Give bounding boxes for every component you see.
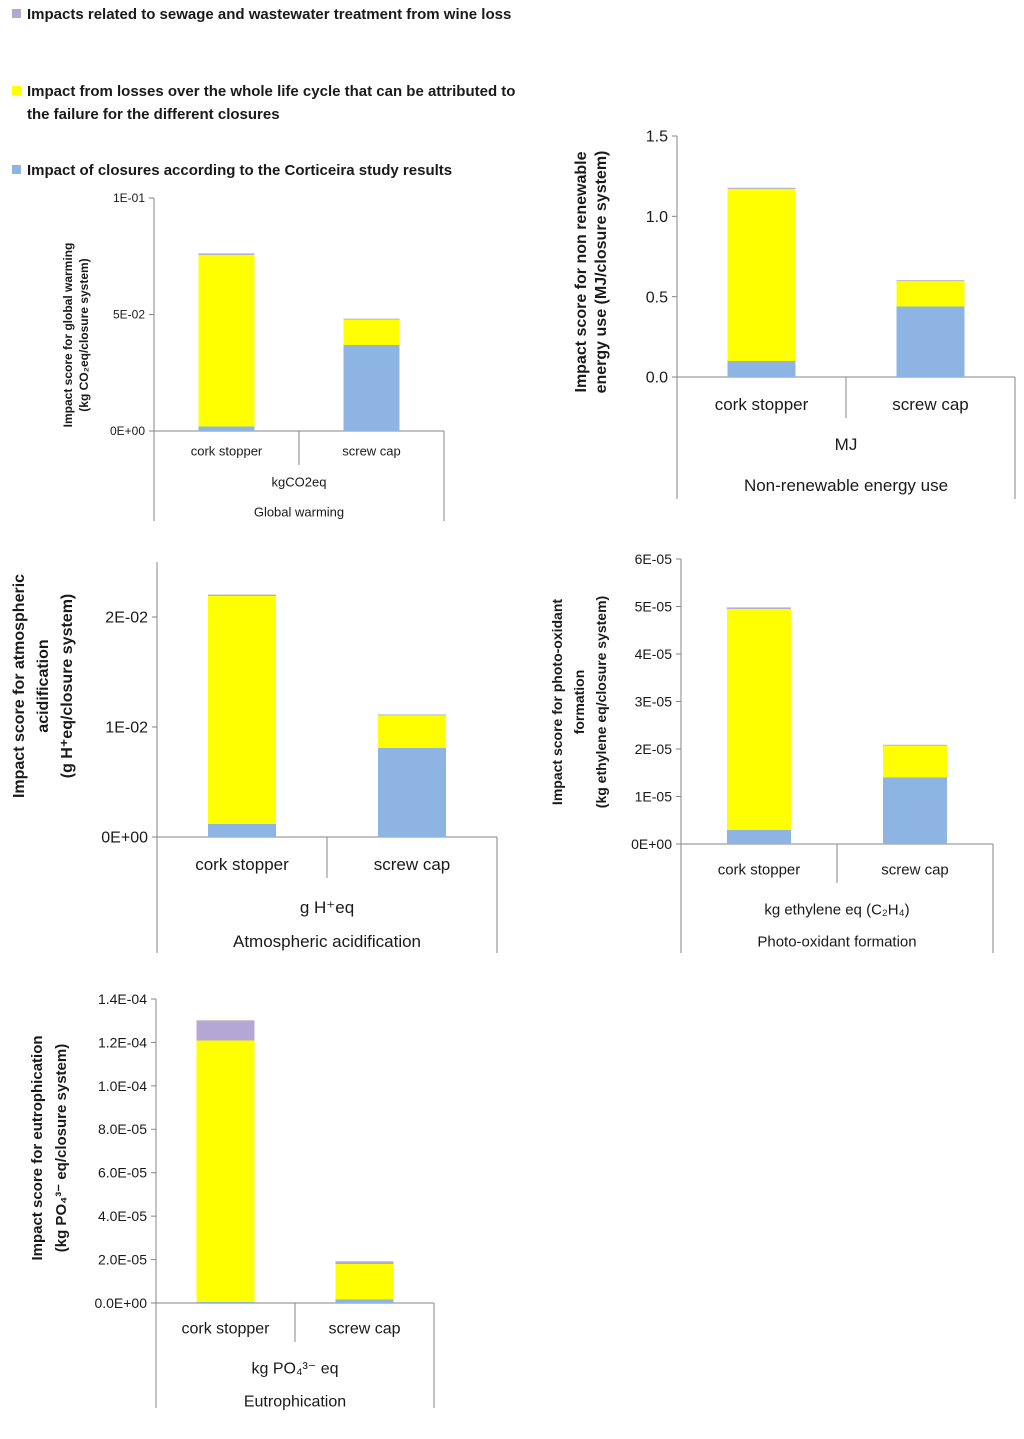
eutrophication-y-tick-label: 2.0E-05	[98, 1251, 147, 1267]
atmospheric-acidification-bar-cork-losses	[208, 596, 276, 824]
atmospheric-acidification-category-label: cork stopper	[195, 855, 289, 874]
atmospheric-acidification-y-label-line: (g H⁺eq/closure system)	[59, 594, 76, 779]
photo-oxidant-formation-y-tick-label: 1E-05	[635, 788, 673, 804]
eutrophication-y-tick-label: 8.0E-05	[98, 1121, 147, 1137]
photo-oxidant-formation-category-label: cork stopper	[718, 861, 801, 878]
photo-oxidant-formation-y-tick-label: 2E-05	[635, 741, 673, 757]
legend-swatch-losses	[12, 86, 21, 95]
legend-label-losses: Impact from losses over the whole life c…	[27, 83, 516, 123]
non-renewable-energy-y-tick-label: 0.5	[646, 289, 668, 306]
legend-swatch-sewage	[12, 9, 21, 18]
eutrophication-y-tick-label: 1.4E-04	[98, 991, 147, 1007]
photo-oxidant-formation-y-tick-label: 4E-05	[635, 646, 673, 662]
photo-oxidant-formation-y-tick-label: 6E-05	[635, 551, 673, 567]
non-renewable-energy-title: Non-renewable energy use	[744, 476, 948, 495]
photo-oxidant-formation-category-label: screw cap	[881, 861, 949, 878]
atmospheric-acidification-y-tick-label: 0E+00	[101, 830, 148, 847]
global-warming-title: Global warming	[254, 505, 344, 520]
photo-oxidant-formation-bar-cork-closures	[727, 829, 791, 844]
eutrophication-bar-screw-closures	[335, 1299, 394, 1303]
global-warming-category-label: cork stopper	[191, 444, 263, 459]
global-warming-y-tick-label: 1E-01	[113, 191, 145, 205]
global-warming-bar-screw-closures	[343, 344, 400, 431]
eutrophication-bar-cork-sewage	[196, 1020, 255, 1041]
atmospheric-acidification-bar-screw-losses	[378, 714, 446, 748]
eutrophication-y-label-line: Impact score for eutrophication	[29, 1035, 46, 1260]
atmospheric-acidification-bar-cork-sewage	[208, 595, 276, 597]
photo-oxidant-formation-unit-label: kg ethylene eq (C₂H₄)	[764, 901, 909, 918]
legend-swatch-closures	[12, 165, 21, 174]
global-warming-bar-cork-closures	[198, 426, 255, 431]
eutrophication-category-label: cork stopper	[181, 1321, 270, 1338]
eutrophication-y-tick-label: 0.0E+00	[94, 1295, 147, 1311]
eutrophication-y-label-line: (kg PO₄³⁻ eq/closure system)	[53, 1044, 70, 1252]
non-renewable-energy-bar-cork-losses	[727, 189, 796, 361]
atmospheric-acidification-unit-label: g H⁺eq	[300, 898, 354, 917]
atmospheric-acidification-bar-cork-closures	[208, 823, 276, 837]
non-renewable-energy-y-label-line: energy use (MJ/closure system)	[593, 151, 610, 394]
eutrophication-y-tick-label: 6.0E-05	[98, 1165, 147, 1181]
photo-oxidant-formation-bar-cork-losses	[727, 608, 791, 830]
non-renewable-energy-y-label-line: Impact score for non renewable	[573, 151, 590, 392]
legend-label-sewage: Impacts related to sewage and wastewater…	[27, 6, 512, 23]
eutrophication-unit-label: kg PO₄³⁻ eq	[251, 1361, 338, 1378]
global-warming-y-tick-label: 0E+00	[110, 424, 145, 438]
non-renewable-energy-unit-label: MJ	[835, 435, 858, 454]
atmospheric-acidification-category-label: screw cap	[374, 855, 451, 874]
atmospheric-acidification-y-label-line: Impact score for atmospheric	[11, 574, 28, 798]
legend-item-closures: Impact of closures according to the Cort…	[12, 159, 537, 182]
photo-oxidant-formation-y-label-line: formation	[571, 670, 587, 735]
legend-item-sewage: Impacts related to sewage and wastewater…	[12, 3, 537, 26]
photo-oxidant-formation-y-label-line: (kg ethylene eq/closure system)	[593, 596, 609, 808]
global-warming-unit-label: kgCO2eq	[272, 475, 327, 490]
global-warming-y-label-line: Impact score for global warming	[61, 243, 75, 428]
photo-oxidant-formation-bar-screw-losses	[883, 745, 947, 778]
non-renewable-energy-bar-screw-losses	[896, 280, 965, 307]
eutrophication-bar-screw-sewage	[335, 1261, 394, 1264]
atmospheric-acidification-title: Atmospheric acidification	[233, 932, 421, 951]
global-warming-y-tick-label: 5E-02	[113, 308, 145, 322]
atmospheric-acidification-y-tick-label: 2E-02	[105, 610, 148, 627]
eutrophication-bar-screw-losses	[335, 1263, 394, 1300]
eutrophication-title: Eutrophication	[244, 1394, 346, 1411]
non-renewable-energy-bar-cork-closures	[727, 360, 796, 377]
global-warming-y-label-line: (kg CO₂eq/closure system)	[77, 258, 91, 411]
global-warming-category-label: screw cap	[342, 444, 401, 459]
non-renewable-energy-y-tick-label: 1.0	[646, 209, 668, 226]
eutrophication-bar-cork-closures	[196, 1301, 255, 1303]
photo-oxidant-formation-y-tick-label: 3E-05	[635, 693, 673, 709]
eutrophication-y-tick-label: 1.0E-04	[98, 1078, 147, 1094]
global-warming-bar-cork-sewage	[198, 253, 255, 256]
atmospheric-acidification-y-label-line: acidification	[35, 639, 52, 732]
atmospheric-acidification-y-tick-label: 1E-02	[105, 720, 148, 737]
eutrophication-y-tick-label: 4.0E-05	[98, 1208, 147, 1224]
photo-oxidant-formation-title: Photo-oxidant formation	[757, 933, 916, 950]
non-renewable-energy-y-tick-label: 0.0	[646, 370, 668, 387]
eutrophication-bar-cork-losses	[196, 1040, 255, 1302]
non-renewable-energy-bar-screw-closures	[896, 306, 965, 377]
photo-oxidant-formation-y-label-line: Impact score for photo-oxidant	[549, 599, 565, 805]
global-warming-bar-cork-losses	[198, 255, 255, 427]
global-warming-bar-screw-losses	[343, 319, 400, 345]
non-renewable-energy-y-tick-label: 1.5	[646, 129, 668, 146]
photo-oxidant-formation-y-tick-label: 0E+00	[631, 836, 672, 852]
eutrophication-y-tick-label: 1.2E-04	[98, 1034, 147, 1050]
legend-label-closures: Impact of closures according to the Cort…	[27, 162, 453, 179]
photo-oxidant-formation-y-tick-label: 5E-05	[635, 598, 673, 614]
non-renewable-energy-category-label: cork stopper	[715, 395, 809, 414]
legend-item-losses: Impact from losses over the whole life c…	[12, 80, 537, 126]
eutrophication-category-label: screw cap	[328, 1321, 400, 1338]
atmospheric-acidification-bar-screw-closures	[378, 747, 446, 837]
non-renewable-energy-category-label: screw cap	[892, 395, 969, 414]
photo-oxidant-formation-bar-screw-closures	[883, 777, 947, 844]
